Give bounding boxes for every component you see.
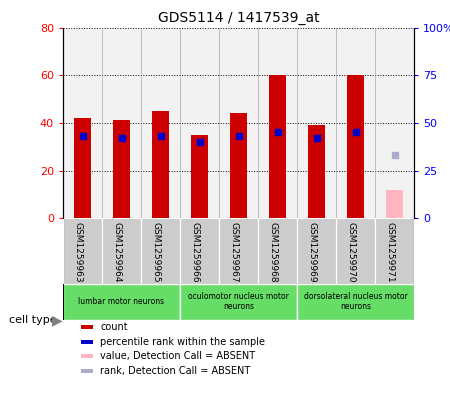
Bar — [102, 28, 141, 218]
Text: GSM1259966: GSM1259966 — [190, 222, 199, 282]
Bar — [74, 118, 91, 218]
Bar — [81, 369, 93, 373]
Bar — [81, 325, 93, 329]
Text: dorsolateral nucleus motor
neurons: dorsolateral nucleus motor neurons — [304, 292, 407, 311]
Text: GSM1259963: GSM1259963 — [73, 222, 82, 282]
Bar — [152, 111, 169, 218]
Text: value, Detection Call = ABSENT: value, Detection Call = ABSENT — [100, 351, 255, 361]
Bar — [180, 284, 297, 320]
Text: GSM1259969: GSM1259969 — [307, 222, 316, 282]
Text: GSM1259971: GSM1259971 — [386, 222, 395, 282]
Bar — [297, 28, 336, 218]
Text: rank, Detection Call = ABSENT: rank, Detection Call = ABSENT — [100, 366, 251, 376]
Bar — [336, 28, 375, 218]
Bar — [102, 218, 141, 284]
Bar — [219, 218, 258, 284]
Bar — [297, 284, 414, 320]
Bar — [81, 340, 93, 344]
Text: cell type: cell type — [9, 315, 57, 325]
Bar — [258, 218, 297, 284]
Bar — [375, 28, 414, 218]
Bar — [375, 218, 414, 284]
Bar — [81, 354, 93, 358]
Bar — [63, 284, 180, 320]
Bar — [258, 28, 297, 218]
Text: lumbar motor neurons: lumbar motor neurons — [78, 297, 165, 306]
Bar — [63, 28, 102, 218]
Bar — [269, 75, 286, 218]
Bar — [336, 218, 375, 284]
Bar — [141, 218, 180, 284]
Text: count: count — [100, 322, 128, 332]
Text: GSM1259968: GSM1259968 — [269, 222, 278, 282]
Title: GDS5114 / 1417539_at: GDS5114 / 1417539_at — [158, 11, 320, 25]
Bar — [386, 190, 403, 218]
Bar — [63, 218, 102, 284]
Bar — [180, 28, 219, 218]
Text: oculomotor nucleus motor
neurons: oculomotor nucleus motor neurons — [188, 292, 289, 311]
Text: ▶: ▶ — [52, 313, 63, 327]
Text: GSM1259967: GSM1259967 — [230, 222, 238, 282]
Bar — [347, 75, 364, 218]
Bar — [297, 218, 336, 284]
Bar — [308, 125, 325, 218]
Bar — [180, 218, 219, 284]
Text: GSM1259964: GSM1259964 — [112, 222, 122, 282]
Bar — [230, 113, 248, 218]
Text: GSM1259965: GSM1259965 — [152, 222, 161, 282]
Bar — [141, 28, 180, 218]
Text: GSM1259970: GSM1259970 — [346, 222, 356, 282]
Bar — [191, 135, 208, 218]
Bar — [112, 121, 130, 218]
Bar — [219, 28, 258, 218]
Text: percentile rank within the sample: percentile rank within the sample — [100, 337, 265, 347]
